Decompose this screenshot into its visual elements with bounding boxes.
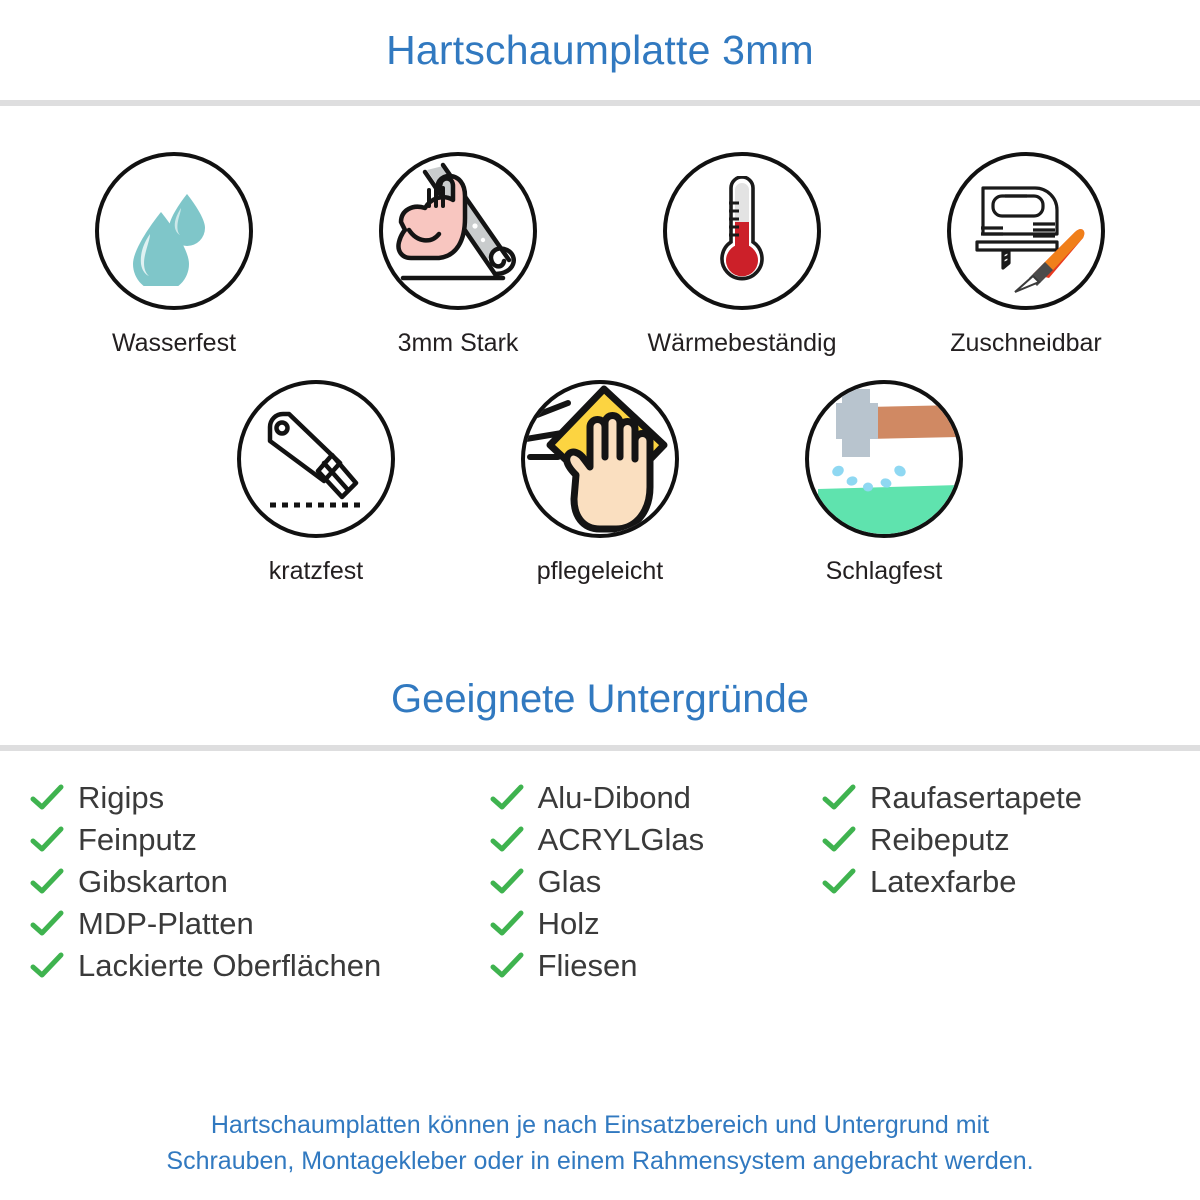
substrate-label: Feinputz bbox=[78, 822, 197, 857]
list-item: Alu-Dibond bbox=[488, 777, 820, 819]
list-item: MDP-Platten bbox=[28, 903, 488, 945]
check-icon bbox=[28, 783, 66, 813]
substrates-column-2: Alu-Dibond ACRYLGlas Glas Holz Fliesen bbox=[488, 777, 820, 987]
jigsaw-cutter-icon bbox=[963, 168, 1089, 294]
feature-wasserfest: Wasserfest bbox=[63, 152, 285, 358]
utility-knife-icon bbox=[254, 397, 378, 521]
substrates-column-3: Raufasertapete Reibeputz Latexfarbe bbox=[820, 777, 1172, 987]
substrate-label: Gibskarton bbox=[78, 864, 228, 899]
footer-note: Hartschaumplatten können je nach Einsatz… bbox=[0, 1108, 1200, 1179]
feature-pflegeleicht: pflegeleicht bbox=[489, 379, 711, 586]
list-item: Reibeputz bbox=[820, 819, 1172, 861]
check-icon bbox=[820, 825, 858, 855]
footer-line-1: Hartschaumplatten können je nach Einsatz… bbox=[210, 1111, 990, 1139]
feature-icon-circle bbox=[521, 379, 679, 538]
check-icon bbox=[820, 783, 858, 813]
check-icon bbox=[488, 951, 526, 981]
list-item: Glas bbox=[488, 861, 820, 903]
feature-icon-circle bbox=[237, 379, 395, 538]
feature-kratzfest: kratzfest bbox=[205, 379, 427, 586]
substrate-label: ACRYLGlas bbox=[537, 822, 705, 857]
feature-icon-circle bbox=[95, 152, 253, 310]
feature-label: Schlagfest bbox=[825, 556, 943, 585]
hammer-impact-icon bbox=[809, 384, 959, 534]
thermometer-icon bbox=[687, 176, 797, 286]
feature-schlagfest: Schlagfest bbox=[773, 379, 995, 586]
check-icon bbox=[28, 825, 66, 855]
check-icon bbox=[28, 951, 66, 981]
feature-icon-circle bbox=[947, 152, 1105, 310]
substrates-header: Geeignete Untergründe bbox=[0, 653, 1200, 745]
substrate-label: Holz bbox=[537, 906, 600, 941]
feature-label: pflegeleicht bbox=[536, 556, 664, 585]
substrate-label: MDP-Platten bbox=[78, 906, 254, 941]
list-item: Lackierte Oberflächen bbox=[28, 945, 488, 987]
substrate-label: Latexfarbe bbox=[870, 864, 1017, 899]
check-icon bbox=[28, 909, 66, 939]
flexing-muscle-icon bbox=[383, 156, 533, 306]
feature-label: kratzfest bbox=[268, 556, 364, 585]
list-item: Latexfarbe bbox=[820, 861, 1172, 903]
substrate-label: Raufasertapete bbox=[870, 780, 1082, 815]
substrates-divider bbox=[0, 745, 1200, 751]
feature-label: Wasserfest bbox=[111, 329, 237, 357]
hand-cloth-icon bbox=[525, 384, 675, 534]
check-icon bbox=[488, 867, 526, 897]
substrates-title: Geeignete Untergründe bbox=[390, 676, 810, 721]
feature-icon-circle bbox=[663, 152, 821, 310]
substrates-column-1: Rigips Feinputz Gibskarton MDP-Platten L… bbox=[28, 777, 488, 987]
substrate-label: Reibeputz bbox=[870, 822, 1010, 857]
substrate-label: Rigips bbox=[78, 780, 165, 815]
check-icon bbox=[28, 867, 66, 897]
feature-icon-circle bbox=[379, 152, 537, 310]
list-item: Holz bbox=[488, 903, 820, 945]
list-item: Fliesen bbox=[488, 945, 820, 987]
page-title: Hartschaumplatte 3mm bbox=[386, 26, 814, 73]
list-item: Gibskarton bbox=[28, 861, 488, 903]
feature-3mm-stark: 3mm Stark bbox=[347, 152, 569, 358]
list-item: Rigips bbox=[28, 777, 488, 819]
feature-waermebestaendig: Wärmebeständig bbox=[631, 152, 853, 358]
feature-row-2: kratzfest bbox=[0, 379, 1200, 586]
check-icon bbox=[488, 825, 526, 855]
list-item: Raufasertapete bbox=[820, 777, 1172, 819]
feature-label: Wärmebeständig bbox=[647, 329, 837, 357]
substrate-label: Lackierte Oberflächen bbox=[78, 948, 382, 983]
check-icon bbox=[488, 909, 526, 939]
check-icon bbox=[488, 783, 526, 813]
footer-line-2: Schrauben, Montagekleber oder in einem R… bbox=[166, 1146, 1034, 1175]
page-header: Hartschaumplatte 3mm bbox=[0, 0, 1200, 100]
check-icon bbox=[820, 867, 858, 897]
list-item: ACRYLGlas bbox=[488, 819, 820, 861]
header-divider bbox=[0, 100, 1200, 106]
water-drops-icon bbox=[119, 176, 229, 286]
substrate-label: Glas bbox=[537, 864, 602, 899]
feature-label: 3mm Stark bbox=[397, 329, 519, 357]
feature-icon-circle bbox=[805, 379, 963, 538]
feature-section: Wasserfest bbox=[0, 106, 1200, 585]
substrate-label: Alu-Dibond bbox=[537, 780, 691, 815]
substrates-list: Rigips Feinputz Gibskarton MDP-Platten L… bbox=[0, 751, 1200, 987]
feature-label: Zuschneidbar bbox=[950, 329, 1102, 357]
feature-row-1: Wasserfest bbox=[0, 152, 1200, 358]
substrate-label: Fliesen bbox=[537, 948, 638, 983]
feature-zuschneidbar: Zuschneidbar bbox=[915, 152, 1137, 358]
list-item: Feinputz bbox=[28, 819, 488, 861]
